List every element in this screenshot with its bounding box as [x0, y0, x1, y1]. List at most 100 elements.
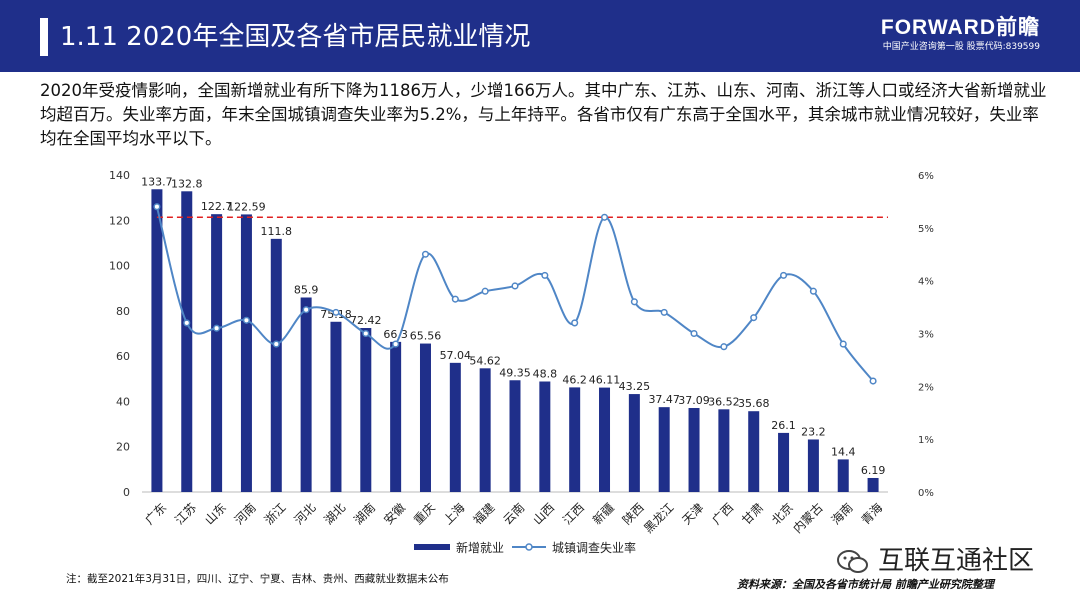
- line-point-河北: [302, 306, 310, 314]
- line-point-湖北: [332, 308, 340, 316]
- x-tick-label: 河南: [231, 500, 259, 528]
- bar-内蒙古: [807, 439, 819, 492]
- line-point-云南: [511, 282, 519, 290]
- bar-label: 46.2: [562, 373, 587, 386]
- bar-青海: [867, 477, 879, 492]
- x-tick-label: 青海: [858, 500, 886, 528]
- line-point-江苏: [183, 319, 191, 327]
- line-point-黑龙江: [660, 308, 668, 316]
- bar-label: 6.19: [861, 464, 886, 477]
- bar-label: 111.8: [261, 225, 293, 238]
- bar-海南: [837, 459, 849, 492]
- line-point-广西: [720, 343, 728, 351]
- y-right-tick: 0%: [918, 488, 934, 499]
- legend-line-label: 城镇调查失业率: [552, 540, 636, 555]
- bar-山西: [539, 381, 551, 492]
- bar-label: 36.52: [708, 395, 740, 408]
- x-tick-label: 云南: [500, 500, 528, 528]
- line-point-内蒙古: [809, 287, 817, 295]
- bar-label: 57.04: [440, 349, 472, 362]
- legend-bar-swatch: [414, 544, 450, 550]
- bar-云南: [509, 380, 521, 492]
- line-point-安徽: [392, 340, 400, 348]
- x-tick-label: 福建: [470, 500, 498, 528]
- bar-label: 35.68: [738, 397, 770, 410]
- line-point-浙江: [272, 340, 280, 348]
- brand-block: FORWARD前瞻 中国产业咨询第一股 股票代码:839599: [881, 16, 1040, 54]
- wechat-icon: [836, 548, 870, 576]
- bar-label: 26.1: [771, 419, 796, 432]
- bar-label: 23.2: [801, 425, 826, 438]
- y-right-tick: 4%: [918, 277, 934, 288]
- x-tick-label: 广西: [709, 500, 736, 527]
- bar-label: 48.8: [533, 368, 558, 381]
- line-point-湖南: [362, 329, 370, 338]
- bar-label: 122.7: [201, 200, 233, 213]
- bar-label: 37.47: [648, 393, 680, 406]
- bar-浙江: [270, 238, 282, 492]
- line-point-山西: [541, 271, 549, 279]
- bar-河北: [300, 297, 312, 492]
- bar-label: 43.25: [619, 380, 651, 393]
- bar-新疆: [599, 387, 611, 492]
- bar-label: 49.35: [499, 366, 531, 379]
- x-tick-label: 新疆: [589, 500, 617, 528]
- y-left-tick: 140: [109, 169, 130, 182]
- bar-label: 66.3: [383, 328, 408, 341]
- summary-text: 2020年受疫情影响，全国新增就业有所下降为1186万人，少增166万人。其中广…: [40, 81, 1047, 148]
- x-tick-label: 江苏: [172, 500, 199, 527]
- bar-安徽: [390, 341, 402, 492]
- y-left-tick: 20: [116, 441, 130, 454]
- bar-label: 133.7: [141, 175, 173, 188]
- bar-label: 85.9: [294, 283, 319, 296]
- title-accent: [40, 18, 48, 56]
- x-tick-label: 海南: [828, 500, 856, 528]
- line-point-新疆: [600, 213, 609, 221]
- x-tick-label: 天津: [680, 500, 707, 527]
- bar-广西: [718, 409, 730, 492]
- bar-上海: [449, 362, 461, 492]
- x-tick-label: 广东: [142, 500, 169, 527]
- bar-河南: [240, 214, 252, 493]
- bar-label: 54.62: [469, 354, 501, 367]
- footnote: 注：截至2021年3月31日，四川、辽宁、宁夏、吉林、贵州、西藏就业数据未公布: [66, 573, 449, 585]
- y-right-tick: 3%: [918, 330, 934, 341]
- y-left-tick: 80: [116, 305, 130, 318]
- y-left-tick: 100: [109, 260, 130, 273]
- x-tick-label: 上海: [440, 500, 468, 528]
- y-left-tick: 60: [116, 350, 130, 363]
- bar-陕西: [628, 394, 640, 492]
- source-text: 资料来源：全国及各省市统计局 前瞻产业研究院整理: [737, 578, 994, 591]
- wechat-watermark: 互联互通社区: [836, 540, 1034, 577]
- x-tick-label: 湖北: [321, 500, 349, 528]
- x-tick-label: 黑龙江: [641, 500, 676, 535]
- x-tick-label: 山东: [202, 500, 229, 527]
- wechat-name: 互联互通社区: [878, 546, 1035, 576]
- line-point-上海: [451, 295, 459, 303]
- line-point-重庆: [421, 250, 430, 258]
- y-right-tick: 5%: [918, 224, 934, 235]
- line-point-甘肃: [750, 314, 758, 322]
- x-tick-label: 甘肃: [739, 500, 766, 527]
- header-bar: 1.11 2020年全国及各省市居民就业情况 FORWARD前瞻 中国产业咨询第…: [0, 0, 1080, 72]
- bar-江苏: [181, 191, 193, 492]
- y-right-tick: 1%: [918, 435, 934, 446]
- y-left-tick: 40: [116, 395, 130, 408]
- x-tick-label: 江西: [560, 500, 587, 527]
- bar-label: 37.09: [678, 394, 710, 407]
- bar-甘肃: [748, 411, 760, 492]
- bar-label: 122.59: [227, 200, 266, 213]
- bar-label: 14.4: [831, 445, 856, 458]
- legend-bar-label: 新增就业: [456, 540, 504, 555]
- line-point-陕西: [630, 298, 638, 306]
- bar-江西: [569, 387, 581, 492]
- bar-黑龙江: [658, 407, 670, 492]
- x-tick-label: 安徽: [380, 500, 408, 528]
- line-point-福建: [481, 287, 489, 295]
- line-point-广东: [153, 203, 161, 211]
- line-point-河南: [242, 316, 250, 324]
- x-tick-label: 河北: [292, 500, 319, 527]
- y-left-tick: 120: [109, 214, 130, 227]
- bar-label: 72.42: [350, 314, 382, 327]
- y-left-tick: 0: [123, 486, 130, 499]
